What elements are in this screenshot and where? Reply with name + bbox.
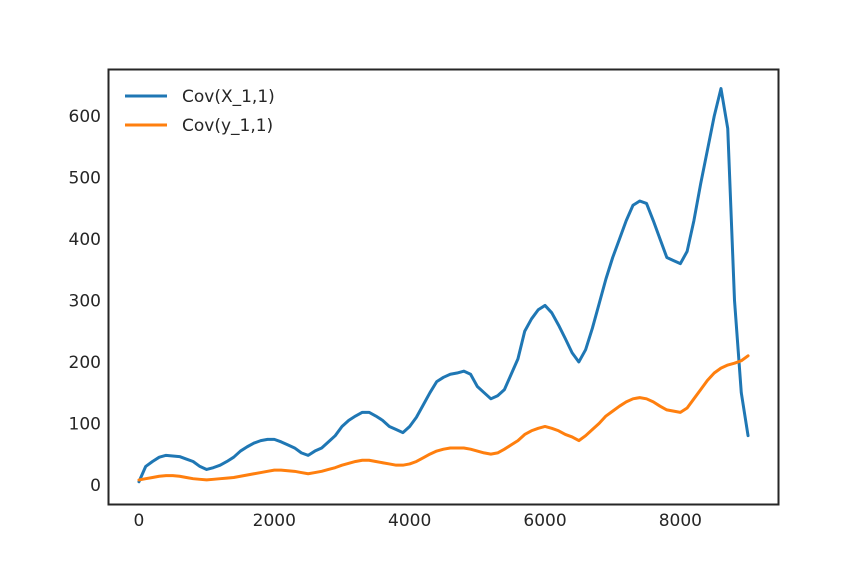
y-tick-label: 200 [69, 353, 101, 373]
legend: Cov(X_1,1) Cov(y_1,1) [125, 87, 275, 136]
y-tick-label: 0 [90, 476, 101, 496]
series-line-2 [137, 354, 750, 482]
series-group [137, 87, 750, 484]
x-tick-label: 8000 [659, 511, 702, 531]
plot-frame [107, 68, 780, 506]
y-axis: 0 100 200 300 400 500 600 [69, 107, 101, 496]
x-tick-label: 2000 [253, 511, 296, 531]
x-tick-label: 6000 [523, 511, 566, 531]
x-tick-label: 0 [134, 511, 145, 531]
y-tick-label: 300 [69, 292, 101, 312]
y-tick-label: 600 [69, 107, 101, 127]
y-tick-label: 100 [69, 414, 101, 434]
x-axis: 0 2000 4000 6000 8000 [134, 511, 702, 531]
legend-label-2: Cov(y_1,1) [182, 116, 273, 136]
series-line-1 [137, 87, 750, 484]
y-tick-label: 400 [69, 230, 101, 250]
legend-label-1: Cov(X_1,1) [182, 87, 275, 107]
x-tick-label: 4000 [388, 511, 431, 531]
y-tick-label: 500 [69, 169, 101, 189]
